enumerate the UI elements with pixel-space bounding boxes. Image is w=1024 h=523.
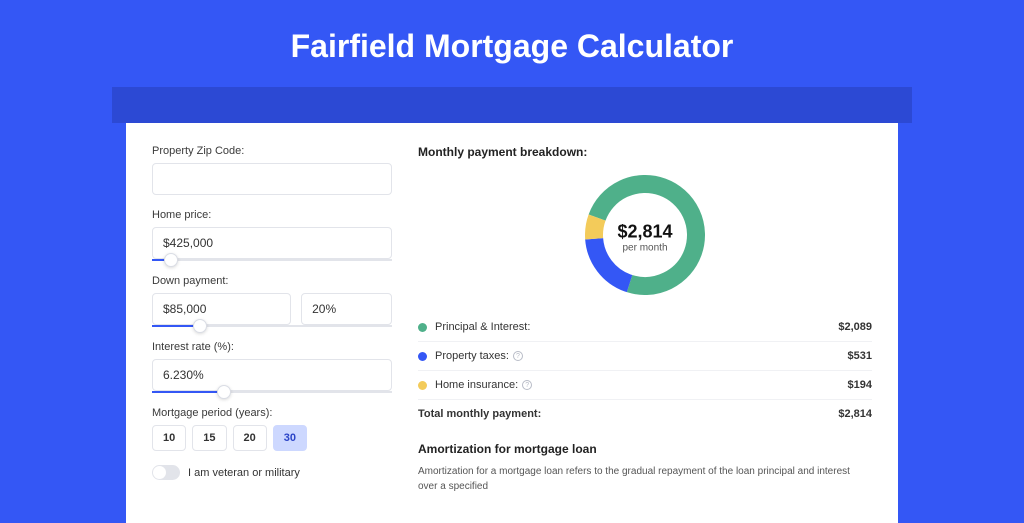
amortization-heading: Amortization for mortgage loan [418,442,872,456]
down-payment-pct-input[interactable] [301,293,392,325]
donut-center: $2,814 per month [617,221,672,253]
slider-thumb[interactable] [164,253,178,267]
home-price-field-group: Home price: [152,209,392,261]
calculator-card: Property Zip Code: Home price: Down paym… [126,123,898,523]
page-title: Fairfield Mortgage Calculator [0,0,1024,87]
legend-total-value: $2,814 [838,408,872,420]
legend-label: Home insurance:? [435,379,848,391]
period-button-20[interactable]: 20 [233,425,267,451]
legend-value: $2,089 [838,321,872,333]
legend-row: Principal & Interest:$2,089 [418,313,872,342]
period-button-10[interactable]: 10 [152,425,186,451]
breakdown-column: Monthly payment breakdown: $2,814 per mo… [418,145,872,523]
donut-sub: per month [617,242,672,253]
period-label: Mortgage period (years): [152,407,392,419]
legend-row: Home insurance:?$194 [418,371,872,400]
legend-value: $194 [848,379,872,391]
legend-row: Property taxes:?$531 [418,342,872,371]
veteran-label: I am veteran or military [188,467,300,479]
legend-total-label: Total monthly payment: [418,408,838,420]
legend-value: $531 [848,350,872,362]
home-price-input[interactable] [152,227,392,259]
legend: Principal & Interest:$2,089Property taxe… [418,313,872,428]
zip-field-group: Property Zip Code: [152,145,392,195]
down-payment-input[interactable] [152,293,291,325]
info-icon[interactable]: ? [522,380,532,390]
home-price-slider[interactable] [152,259,392,261]
veteran-toggle-row: I am veteran or military [152,465,392,480]
legend-total-row: Total monthly payment:$2,814 [418,400,872,428]
down-payment-slider[interactable] [152,325,392,327]
interest-slider[interactable] [152,391,392,393]
zip-label: Property Zip Code: [152,145,392,157]
legend-dot [418,323,427,332]
home-price-label: Home price: [152,209,392,221]
veteran-toggle[interactable] [152,465,180,480]
down-payment-field-group: Down payment: [152,275,392,327]
legend-label: Principal & Interest: [435,321,838,333]
info-icon[interactable]: ? [513,351,523,361]
interest-input[interactable] [152,359,392,391]
breakdown-heading: Monthly payment breakdown: [418,145,872,159]
down-payment-label: Down payment: [152,275,392,287]
form-column: Property Zip Code: Home price: Down paym… [152,145,392,523]
amortization-text: Amortization for a mortgage loan refers … [418,464,872,494]
donut-wrap: $2,814 per month [418,169,872,307]
accent-bar [112,87,912,123]
period-button-30[interactable]: 30 [273,425,307,451]
period-button-15[interactable]: 15 [192,425,226,451]
slider-thumb[interactable] [193,319,207,333]
slider-thumb[interactable] [217,385,231,399]
legend-dot [418,381,427,390]
interest-label: Interest rate (%): [152,341,392,353]
zip-input[interactable] [152,163,392,195]
period-field-group: Mortgage period (years): 1015 2030 [152,407,392,451]
legend-label: Property taxes:? [435,350,848,362]
interest-field-group: Interest rate (%): [152,341,392,393]
legend-dot [418,352,427,361]
toggle-knob [153,466,166,479]
donut-amount: $2,814 [617,221,672,242]
